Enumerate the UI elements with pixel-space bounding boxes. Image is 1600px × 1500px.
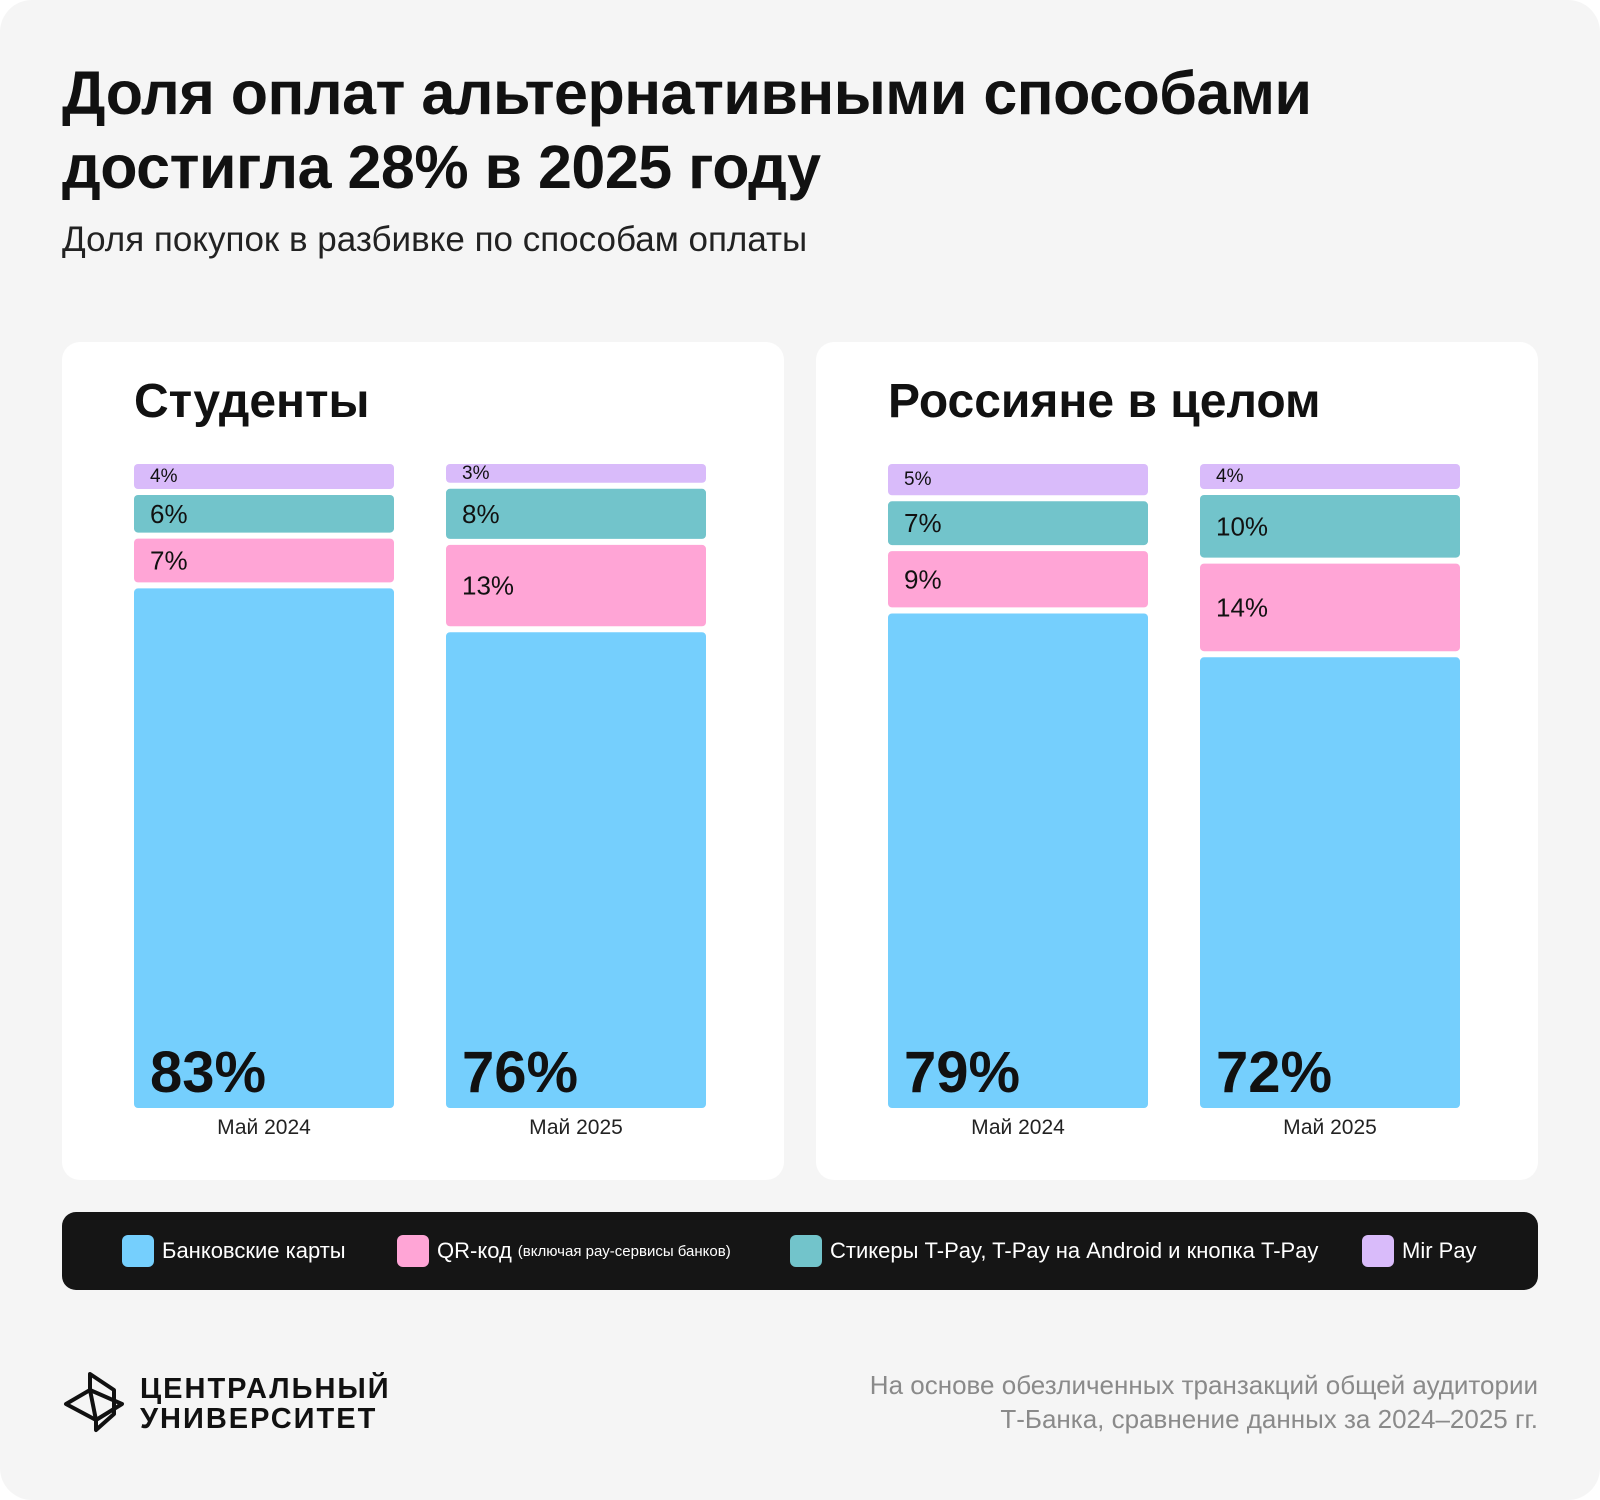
legend-swatch-mir-pay: [1362, 1235, 1394, 1267]
data-label-stickers-1: 6%: [150, 499, 188, 529]
legend-label-bank-cards: Банковские карты: [162, 1238, 346, 1263]
bar-segment-qr-1: [134, 538, 394, 583]
chart-students: 83% 7% 6% 4% Май 2024 76% 13% 8% 3% Май 2025: [134, 463, 706, 1139]
bar-segment-qr-1: [888, 551, 1148, 608]
data-label-qr-1: 9%: [904, 564, 942, 594]
data-label-stickers-1: 7%: [904, 508, 942, 538]
data-label-qr-2: 14%: [1216, 593, 1268, 623]
data-label-mir-pay-2: 4%: [1216, 466, 1244, 487]
legend-swatch-bank-cards: [122, 1235, 154, 1267]
bar-segment-stickers-2: [446, 488, 706, 539]
x-tick-label-2: Май 2025: [1283, 1116, 1377, 1139]
legend-swatch-stickers: [790, 1235, 822, 1267]
bar-segment-stickers-1: [888, 501, 1148, 546]
bar-segment-bank-cards-2: [1200, 657, 1460, 1108]
source-footnote: На основе обезличенных транзакций общей …: [738, 1368, 1538, 1436]
page-title: Доля оплат альтернативными способами дос…: [62, 56, 1522, 204]
bar-segment-bank-cards-1: [134, 588, 394, 1108]
data-label-stickers-2: 10%: [1216, 511, 1268, 541]
chart-panel-russians: Россияне в целом 79% 9% 7% 5% Май 2024 72% 14%…: [816, 342, 1538, 1180]
title-line-2: достигла 28% в 2025 году: [62, 133, 821, 201]
bar-segment-stickers-1: [134, 495, 394, 533]
chart-panel-students: Студенты 83% 7% 6% 4% Май 2024 76% 13% 8% 3% Май …: [62, 342, 784, 1180]
university-logo-text: ЦЕНТРАЛЬНЫЙ УНИВЕРСИТЕТ: [140, 1374, 391, 1434]
legend-item-stickers: Стикеры T-Pay, T-Pay на Android и кнопка…: [790, 1235, 1318, 1267]
bar-segment-mir-pay-2: [1200, 464, 1460, 489]
data-label-bank-cards-2: 76%: [462, 1040, 578, 1105]
bar-segment-stickers-2: [1200, 495, 1460, 558]
bar-segment-bank-cards-1: [888, 613, 1148, 1108]
footnote-line-1: На основе обезличенных транзакций общей …: [869, 1370, 1538, 1400]
data-label-bank-cards-1: 83%: [150, 1040, 266, 1105]
legend-label-mir-pay: Mir Pay: [1402, 1238, 1477, 1263]
data-label-mir-pay-2: 3%: [462, 463, 490, 484]
x-tick-label-2: Май 2025: [529, 1116, 623, 1139]
data-label-qr-1: 7%: [150, 546, 188, 576]
data-label-bank-cards-1: 79%: [904, 1040, 1020, 1105]
footnote-line-2: Т-Банка, сравнение данных за 2024–2025 г…: [1000, 1404, 1538, 1434]
chart-title-students: Студенты: [134, 375, 370, 428]
data-label-mir-pay-1: 5%: [904, 469, 932, 490]
chart-title-russians: Россияне в целом: [888, 375, 1321, 428]
bar-segment-qr-2: [1200, 563, 1460, 652]
chart-russians: 79% 9% 7% 5% Май 2024 72% 14% 10% 4% Май 2025: [888, 464, 1460, 1139]
bar-segment-qr-2: [446, 544, 706, 627]
bar-segment-mir-pay-2: [446, 464, 706, 483]
x-tick-label-1: Май 2024: [217, 1116, 311, 1139]
university-logo-icon: [64, 1372, 124, 1432]
legend-item-qr: QR-код (включая pay-сервисы банков): [397, 1235, 731, 1267]
bar-segment-bank-cards-2: [446, 632, 706, 1108]
bar-segment-mir-pay-1: [134, 464, 394, 489]
data-label-qr-2: 13%: [462, 571, 514, 601]
logo-line-1: ЦЕНТРАЛЬНЫЙ: [140, 1373, 391, 1405]
legend-item-mir-pay: Mir Pay: [1362, 1235, 1477, 1267]
title-line-1: Доля оплат альтернативными способами: [62, 59, 1312, 127]
legend-label-qr: QR-код: [437, 1238, 512, 1263]
legend-note-qr: (включая pay-сервисы банков): [517, 1242, 731, 1260]
x-tick-label-1: Май 2024: [971, 1116, 1065, 1139]
legend-item-bank-cards: Банковские карты: [122, 1235, 346, 1267]
data-label-stickers-2: 8%: [462, 499, 500, 529]
logo-line-2: УНИВЕРСИТЕТ: [140, 1403, 378, 1435]
data-label-mir-pay-1: 4%: [150, 466, 178, 487]
legend-label-stickers: Стикеры T-Pay, T-Pay на Android и кнопка…: [830, 1238, 1319, 1263]
page-subtitle: Доля покупок в разбивке по способам опла…: [62, 220, 808, 259]
legend-swatch-qr: [397, 1235, 429, 1267]
data-label-bank-cards-2: 72%: [1216, 1040, 1332, 1105]
chart-legend: Банковские карты QR-код (включая pay-сер…: [62, 1212, 1538, 1290]
bar-segment-mir-pay-1: [888, 464, 1148, 496]
